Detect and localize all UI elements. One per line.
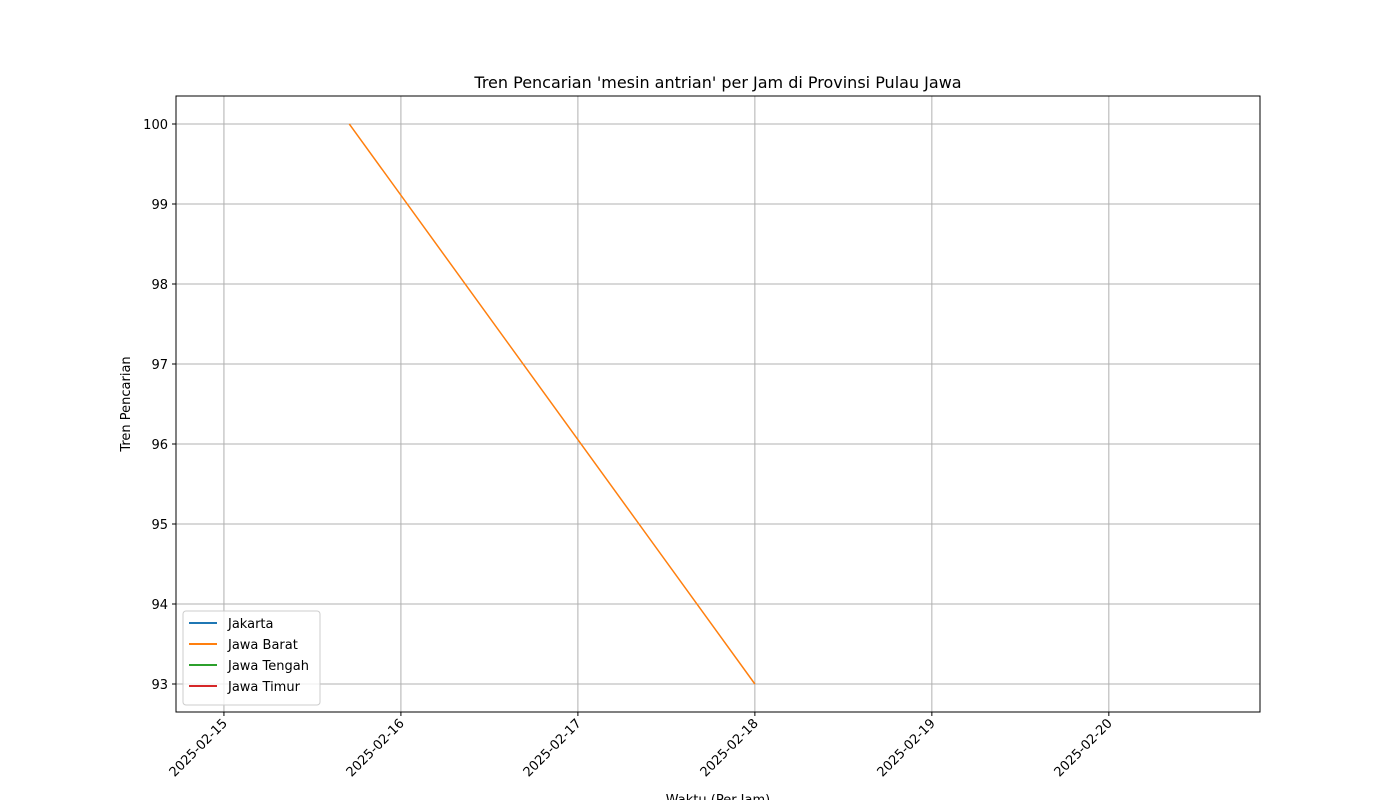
legend-label: Jawa Tengah [227, 659, 309, 674]
y-tick-label: 100 [143, 118, 168, 133]
y-tick-label: 98 [151, 278, 168, 293]
legend-label: Jawa Timur [227, 680, 301, 695]
legend-label: Jawa Barat [227, 638, 298, 653]
series-line [348, 123, 756, 685]
legend-box [182, 610, 321, 706]
y-tick-label: 95 [151, 518, 168, 533]
y-tick-label: 93 [151, 678, 168, 693]
y-tick-label: 99 [151, 198, 168, 213]
y-tick-label: 94 [151, 598, 168, 613]
chart-title: Tren Pencarian 'mesin antrian' per Jam d… [473, 73, 961, 92]
y-axis-label: Tren Pencarian [119, 356, 134, 452]
y-tick-label: 96 [151, 438, 168, 453]
y-tick-label: 97 [151, 358, 168, 373]
plot-frame [175, 95, 1261, 713]
legend-label: Jakarta [227, 617, 273, 632]
x-axis-label: Waktu (Per Jam) [666, 793, 770, 800]
